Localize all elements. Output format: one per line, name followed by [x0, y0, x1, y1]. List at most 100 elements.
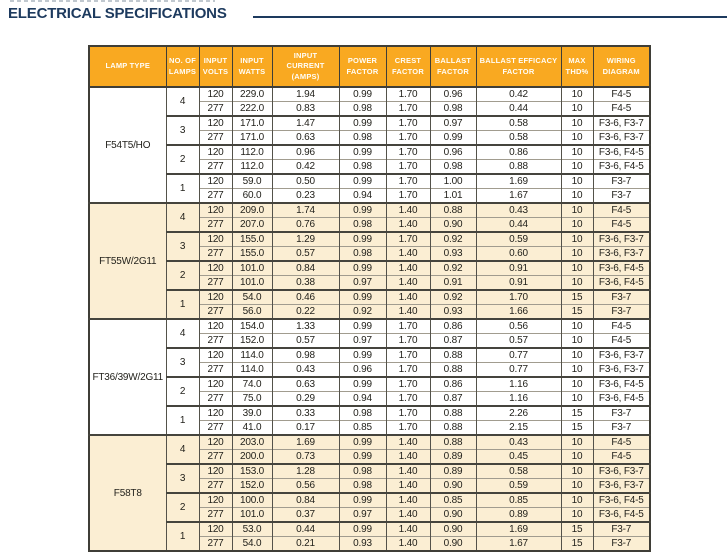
data-cell: 0.98: [338, 463, 386, 479]
data-cell: 152.0: [231, 333, 272, 348]
data-cell: 1.40: [385, 217, 430, 232]
data-cell: 1.28: [271, 463, 339, 479]
data-cell: 15: [560, 521, 593, 537]
data-cell: 1.16: [475, 391, 561, 406]
data-cell: 277: [198, 246, 232, 261]
data-cell: 120: [198, 492, 232, 508]
data-cell: 120: [198, 318, 232, 334]
data-cell: 10: [560, 318, 593, 334]
data-cell: 10: [560, 347, 593, 363]
table-row: 1 120 39.0 0.33 0.98 1.70 0.88 2.26 15 F3-7: [89, 405, 650, 435]
data-cell: 1.70: [385, 362, 430, 377]
data-cell: 100.0: [231, 492, 272, 508]
data-cell: 1.40: [385, 536, 430, 551]
data-cell: 0.57: [271, 333, 339, 348]
data-cell: 0.57: [271, 246, 339, 261]
data-cell: 15: [560, 536, 593, 551]
data-cell: 101.0: [231, 260, 272, 276]
table-row: 3 120 155.0 1.29 0.99 1.70 0.92 0.59 10 F3-6, F3-…: [89, 231, 650, 261]
data-cell: 1.70: [385, 144, 430, 160]
data-cell: 101.0: [231, 275, 272, 290]
data-cell: 0.58: [475, 130, 561, 145]
data-cell: 101.0: [231, 507, 272, 522]
data-cell: 0.85: [475, 492, 561, 508]
data-cell: 0.97: [338, 333, 386, 348]
data-cell: 0.59: [475, 231, 561, 247]
data-cell: 0.99: [338, 260, 386, 276]
data-cell: 114.0: [231, 347, 272, 363]
column-header: INPUT CURRENT (AMPS): [271, 46, 339, 88]
data-cell: 1.40: [385, 275, 430, 290]
data-cell: 0.99: [429, 130, 476, 145]
data-cell: 0.98: [338, 101, 386, 116]
data-cell: 0.99: [338, 347, 386, 363]
data-cell: F3-7: [592, 304, 650, 319]
data-cell: 1.40: [385, 304, 430, 319]
data-cell: 0.50: [271, 173, 339, 189]
data-cell: 54.0: [231, 536, 272, 551]
data-cell: F3-6, F4-5: [592, 275, 650, 290]
data-cell: 0.87: [429, 333, 476, 348]
data-cell: 0.97: [338, 507, 386, 522]
table-row: 277 101.0 0.38 0.97 1.40 0.91 0.91 10 F3-6, F4-5: [89, 275, 650, 290]
data-cell: 277: [198, 159, 232, 174]
lamp-count-cell: 3: [165, 115, 199, 145]
lamp-count-cell: 1: [165, 173, 199, 203]
data-cell: 0.88: [429, 362, 476, 377]
data-cell: 10: [560, 246, 593, 261]
table-row: 2 120 74.0 0.63 0.99 1.70 0.86 1.16 10 F3-6, F4-5: [89, 376, 650, 406]
data-cell: 0.98: [429, 159, 476, 174]
table-row: 277 54.0 0.21 0.93 1.40 0.90 1.67 15 F3-7: [89, 536, 650, 551]
data-cell: 1.94: [271, 86, 339, 102]
data-cell: 10: [560, 507, 593, 522]
data-cell: 0.92: [429, 231, 476, 247]
data-cell: 10: [560, 449, 593, 464]
lamp-count-cell: 4: [165, 434, 199, 464]
electrical-specifications-table: LAMP TYPE NO. OF LAMPS INPUT VOLTS INPUT WA…: [88, 45, 651, 552]
data-cell: 10: [560, 275, 593, 290]
data-cell: 1.40: [385, 434, 430, 450]
data-cell: 277: [198, 188, 232, 203]
data-cell: 0.43: [475, 434, 561, 450]
data-cell: 10: [560, 333, 593, 348]
data-cell: 15: [560, 420, 593, 435]
data-cell: 1.70: [385, 188, 430, 203]
data-cell: 0.98: [338, 130, 386, 145]
data-cell: 112.0: [231, 159, 272, 174]
data-cell: 0.99: [338, 202, 386, 218]
data-cell: 0.90: [429, 478, 476, 493]
data-cell: 0.23: [271, 188, 339, 203]
data-cell: 0.57: [475, 333, 561, 348]
data-cell: 0.17: [271, 420, 339, 435]
data-cell: 0.38: [271, 275, 339, 290]
data-cell: 15: [560, 405, 593, 421]
data-cell: F3-6, F3-7: [592, 246, 650, 261]
data-cell: F3-6, F4-5: [592, 376, 650, 392]
data-cell: 0.98: [338, 217, 386, 232]
data-cell: 0.96: [429, 144, 476, 160]
data-cell: 207.0: [231, 217, 272, 232]
data-cell: 155.0: [231, 246, 272, 261]
lamp-count-cell: 1: [165, 289, 199, 319]
data-cell: 0.98: [338, 246, 386, 261]
data-cell: 120: [198, 173, 232, 189]
data-cell: F4-5: [592, 202, 650, 218]
data-cell: 277: [198, 333, 232, 348]
data-cell: 0.92: [338, 304, 386, 319]
data-cell: F3-6, F4-5: [592, 260, 650, 276]
data-cell: 0.43: [475, 202, 561, 218]
data-cell: 0.44: [475, 101, 561, 116]
data-cell: 0.99: [338, 144, 386, 160]
data-cell: 1.70: [385, 347, 430, 363]
table-row: 2 120 101.0 0.84 0.99 1.40 0.92 0.91 10 F3-6, F4-…: [89, 260, 650, 290]
data-cell: 120: [198, 434, 232, 450]
table-row: 277 155.0 0.57 0.98 1.40 0.93 0.60 10 F3-6, F3-7: [89, 246, 650, 261]
data-cell: 120: [198, 289, 232, 305]
data-cell: 53.0: [231, 521, 272, 537]
data-cell: 10: [560, 376, 593, 392]
data-cell: 0.60: [475, 246, 561, 261]
data-cell: F4-5: [592, 86, 650, 102]
data-cell: 1.70: [475, 289, 561, 305]
table-row: 277 152.0 0.57 0.97 1.70 0.87 0.57 10 F4-5: [89, 333, 650, 348]
data-cell: 1.70: [385, 391, 430, 406]
